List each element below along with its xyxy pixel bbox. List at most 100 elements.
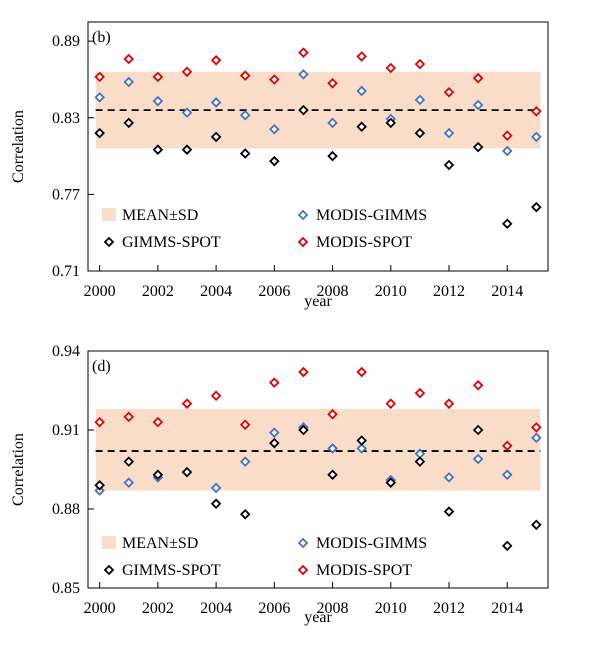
data-point (531, 432, 542, 444)
data-point (269, 155, 280, 167)
data-point (298, 69, 309, 80)
data-point (327, 117, 338, 129)
data-point (269, 427, 280, 438)
x-tick-label: 2014 (491, 600, 523, 617)
data-point (531, 106, 542, 117)
data-point (181, 398, 193, 409)
data-point (152, 469, 164, 481)
x-tick-label: 2002 (142, 283, 174, 300)
y-tick-label: 0.88 (52, 501, 80, 518)
y-tick-label: 0.83 (52, 110, 80, 127)
x-axis-label: year (304, 609, 332, 626)
legend: MEAN±SD MODIS-GIMMS GIMMS-SPOT MODIS-SPOT (102, 207, 427, 251)
series-modis-spot (94, 366, 542, 452)
series-gimms-spot (94, 424, 542, 552)
data-point (414, 94, 426, 106)
plot-frame (87, 350, 549, 589)
data-point (94, 71, 105, 83)
data-point (501, 218, 513, 230)
data-point (472, 453, 484, 465)
y-tick-label: 0.77 (52, 186, 80, 203)
data-point (501, 469, 513, 481)
data-point (443, 86, 455, 98)
data-point (327, 408, 338, 420)
legend-band-swatch (102, 208, 116, 221)
chart-panel-1: 0.71 0.77 0.83 0.89 2000 2002 2004 2006 2008 2010… (10, 21, 549, 310)
legend-band-swatch (102, 536, 116, 549)
y-tick-label: 0.94 (52, 343, 80, 360)
legend-label: MODIS-GIMMS (316, 207, 427, 224)
data-point (123, 411, 135, 423)
panel-label: (d) (92, 358, 111, 375)
data-point (181, 144, 193, 155)
data-point (356, 443, 367, 454)
data-point (385, 398, 397, 409)
legend-marker (297, 564, 309, 576)
x-tick-label: 2014 (491, 283, 523, 300)
data-point (269, 377, 280, 388)
data-point (356, 51, 367, 62)
data-point (239, 70, 251, 81)
data-point (181, 466, 193, 478)
data-point (298, 366, 309, 378)
data-point (501, 440, 513, 452)
data-point (443, 127, 455, 139)
data-point (210, 482, 222, 494)
legend-label: MODIS-SPOT (316, 562, 412, 579)
data-point (210, 498, 222, 510)
legend-marker (297, 537, 309, 549)
data-point (269, 123, 280, 135)
data-point (298, 104, 309, 116)
legend-marker (297, 209, 309, 221)
data-point (210, 131, 222, 143)
data-point (472, 141, 484, 153)
y-tick-label: 0.71 (52, 263, 80, 280)
data-point (123, 53, 135, 65)
data-point (414, 456, 426, 467)
legend-label: MEAN±SD (122, 535, 198, 552)
data-point (152, 95, 164, 107)
data-point (443, 472, 455, 483)
data-point (123, 117, 135, 129)
data-point (239, 419, 251, 431)
data-point (327, 469, 338, 481)
x-tick-label: 2010 (375, 283, 407, 300)
data-point (210, 55, 222, 66)
data-point (385, 62, 397, 74)
y-tick-label: 0.85 (52, 580, 80, 597)
data-point (414, 58, 426, 70)
data-point (472, 379, 484, 391)
x-axis-label: year (304, 293, 332, 310)
x-tick-label: 2000 (84, 283, 116, 300)
data-point (269, 74, 280, 85)
data-point (472, 99, 484, 111)
legend-label: MODIS-GIMMS (316, 535, 427, 552)
data-point (414, 127, 426, 139)
data-point (298, 424, 309, 436)
data-point (94, 127, 105, 139)
data-point (472, 424, 484, 436)
data-point (531, 201, 542, 213)
x-tick-label: 2012 (433, 600, 465, 617)
data-point (531, 519, 542, 531)
legend-label: MEAN±SD (122, 207, 198, 224)
data-point (327, 443, 338, 454)
data-point (443, 159, 455, 171)
legend-marker (297, 236, 309, 248)
data-point (152, 71, 164, 83)
data-point (152, 144, 164, 155)
x-tick-label: 2000 (84, 600, 116, 617)
x-tick-label: 2004 (200, 600, 232, 617)
data-point (356, 435, 367, 446)
data-point (210, 390, 222, 402)
legend-marker (103, 564, 115, 576)
data-point (298, 47, 309, 58)
data-point (356, 121, 367, 132)
data-point (531, 131, 542, 143)
x-tick-label: 2004 (200, 283, 232, 300)
data-point (356, 85, 367, 97)
data-point (239, 508, 251, 520)
legend-label: GIMMS-SPOT (122, 562, 221, 579)
data-point (94, 92, 105, 103)
